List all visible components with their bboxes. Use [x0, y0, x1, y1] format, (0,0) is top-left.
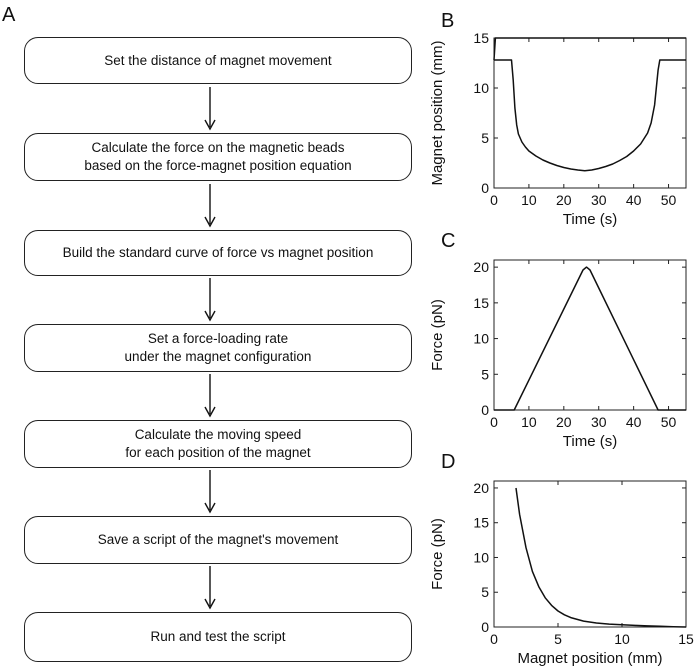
chart-b-ytick-label: 5	[481, 130, 489, 146]
chart-d-xtick-label: 5	[554, 631, 562, 647]
flow-step-loading-rate: Set a force-loading rate under the magne…	[24, 324, 412, 372]
chart-c-ytick-label: 0	[481, 402, 489, 418]
panel-label-c: C	[441, 230, 456, 252]
flow-step-save-script: Save a script of the magnet's movement	[24, 516, 412, 564]
chart-c-xtick-label: 40	[626, 414, 642, 430]
flow-arrow-3	[204, 278, 216, 322]
panel-label-d: D	[441, 451, 456, 473]
chart-b-xtick-label: 40	[626, 192, 642, 208]
chart-c-xtick-label: 10	[521, 414, 537, 430]
chart-b-xtick-label: 50	[661, 192, 677, 208]
chart-d-xlabel: Magnet position (mm)	[517, 650, 662, 667]
chart-c-ytick-label: 15	[473, 295, 489, 311]
chart-b-xtick-label: 20	[556, 192, 572, 208]
chart-d-xtick-label: 0	[490, 631, 498, 647]
chart-c-force-vs-time: 0 10 20 30 40 50 0 5 10 15 20 Time (s) Force (pN)	[429, 259, 687, 450]
chart-b-xlabel: Time (s)	[563, 211, 617, 228]
chart-d-xtick-label: 15	[678, 631, 694, 647]
flow-arrow-1	[204, 87, 216, 131]
chart-b-series-line-1	[494, 59, 686, 172]
panel-label-b: B	[441, 10, 455, 32]
chart-b-xtick-label: 10	[521, 192, 537, 208]
chart-c-xtick-label: 30	[591, 414, 607, 430]
flow-arrow-2	[204, 184, 216, 228]
chart-d-axes-box	[493, 480, 687, 628]
chart-c-ytick-label: 10	[473, 331, 489, 347]
chart-b-xtick-label: 0	[490, 192, 498, 208]
chart-c-xtick-label: 50	[661, 414, 677, 430]
chart-b-ytick-label: 15	[473, 30, 489, 46]
flow-arrow-4	[204, 374, 216, 418]
flow-step-run-test: Run and test the script	[24, 612, 412, 662]
chart-c-xlabel: Time (s)	[563, 433, 617, 450]
chart-c-series-line-1	[494, 266, 686, 411]
flow-arrow-5	[204, 470, 216, 514]
chart-b-xtick-label: 30	[591, 192, 607, 208]
flow-arrow-6	[204, 566, 216, 610]
chart-b-series-line-2	[493, 37, 686, 61]
chart-c-xtick-label: 20	[556, 414, 572, 430]
chart-b-magnet-position-vs-time: 0 10 20 30 40 50 0 5 10 15 Time (s) Magnet position…	[429, 30, 687, 228]
chart-c-axes-box	[493, 259, 687, 411]
chart-b-axes-box	[493, 37, 687, 189]
chart-d-series-line-1	[515, 487, 687, 628]
chart-d-ytick-label: 20	[473, 480, 489, 496]
flow-step-set-distance: Set the distance of magnet movement	[24, 37, 412, 84]
panel-label-a: A	[2, 4, 16, 26]
chart-d-ytick-label: 5	[481, 584, 489, 600]
flow-step-moving-speed: Calculate the moving speed for each posi…	[24, 420, 412, 468]
chart-d-xtick-label: 10	[614, 631, 630, 647]
chart-b-ylabel: Magnet position (mm)	[429, 40, 446, 185]
chart-d-ylabel: Force (pN)	[429, 518, 446, 590]
chart-c-ytick-label: 5	[481, 366, 489, 382]
chart-b-ytick-label: 10	[473, 80, 489, 96]
chart-c-ylabel: Force (pN)	[429, 299, 446, 371]
chart-d-ytick-label: 10	[473, 549, 489, 565]
chart-d-ytick-label: 15	[473, 515, 489, 531]
chart-d-force-vs-magnet-position: 0 5 10 15 0 5 10 15 20 Magnet position (mm) Force …	[429, 480, 694, 667]
flow-step-calculate-force: Calculate the force on the magnetic bead…	[24, 133, 412, 181]
chart-d-ytick-label: 0	[481, 619, 489, 635]
chart-b-ytick-label: 0	[481, 180, 489, 196]
chart-c-xtick-label: 0	[490, 414, 498, 430]
flow-step-standard-curve: Build the standard curve of force vs mag…	[24, 230, 412, 276]
chart-c-ytick-label: 20	[473, 259, 489, 275]
